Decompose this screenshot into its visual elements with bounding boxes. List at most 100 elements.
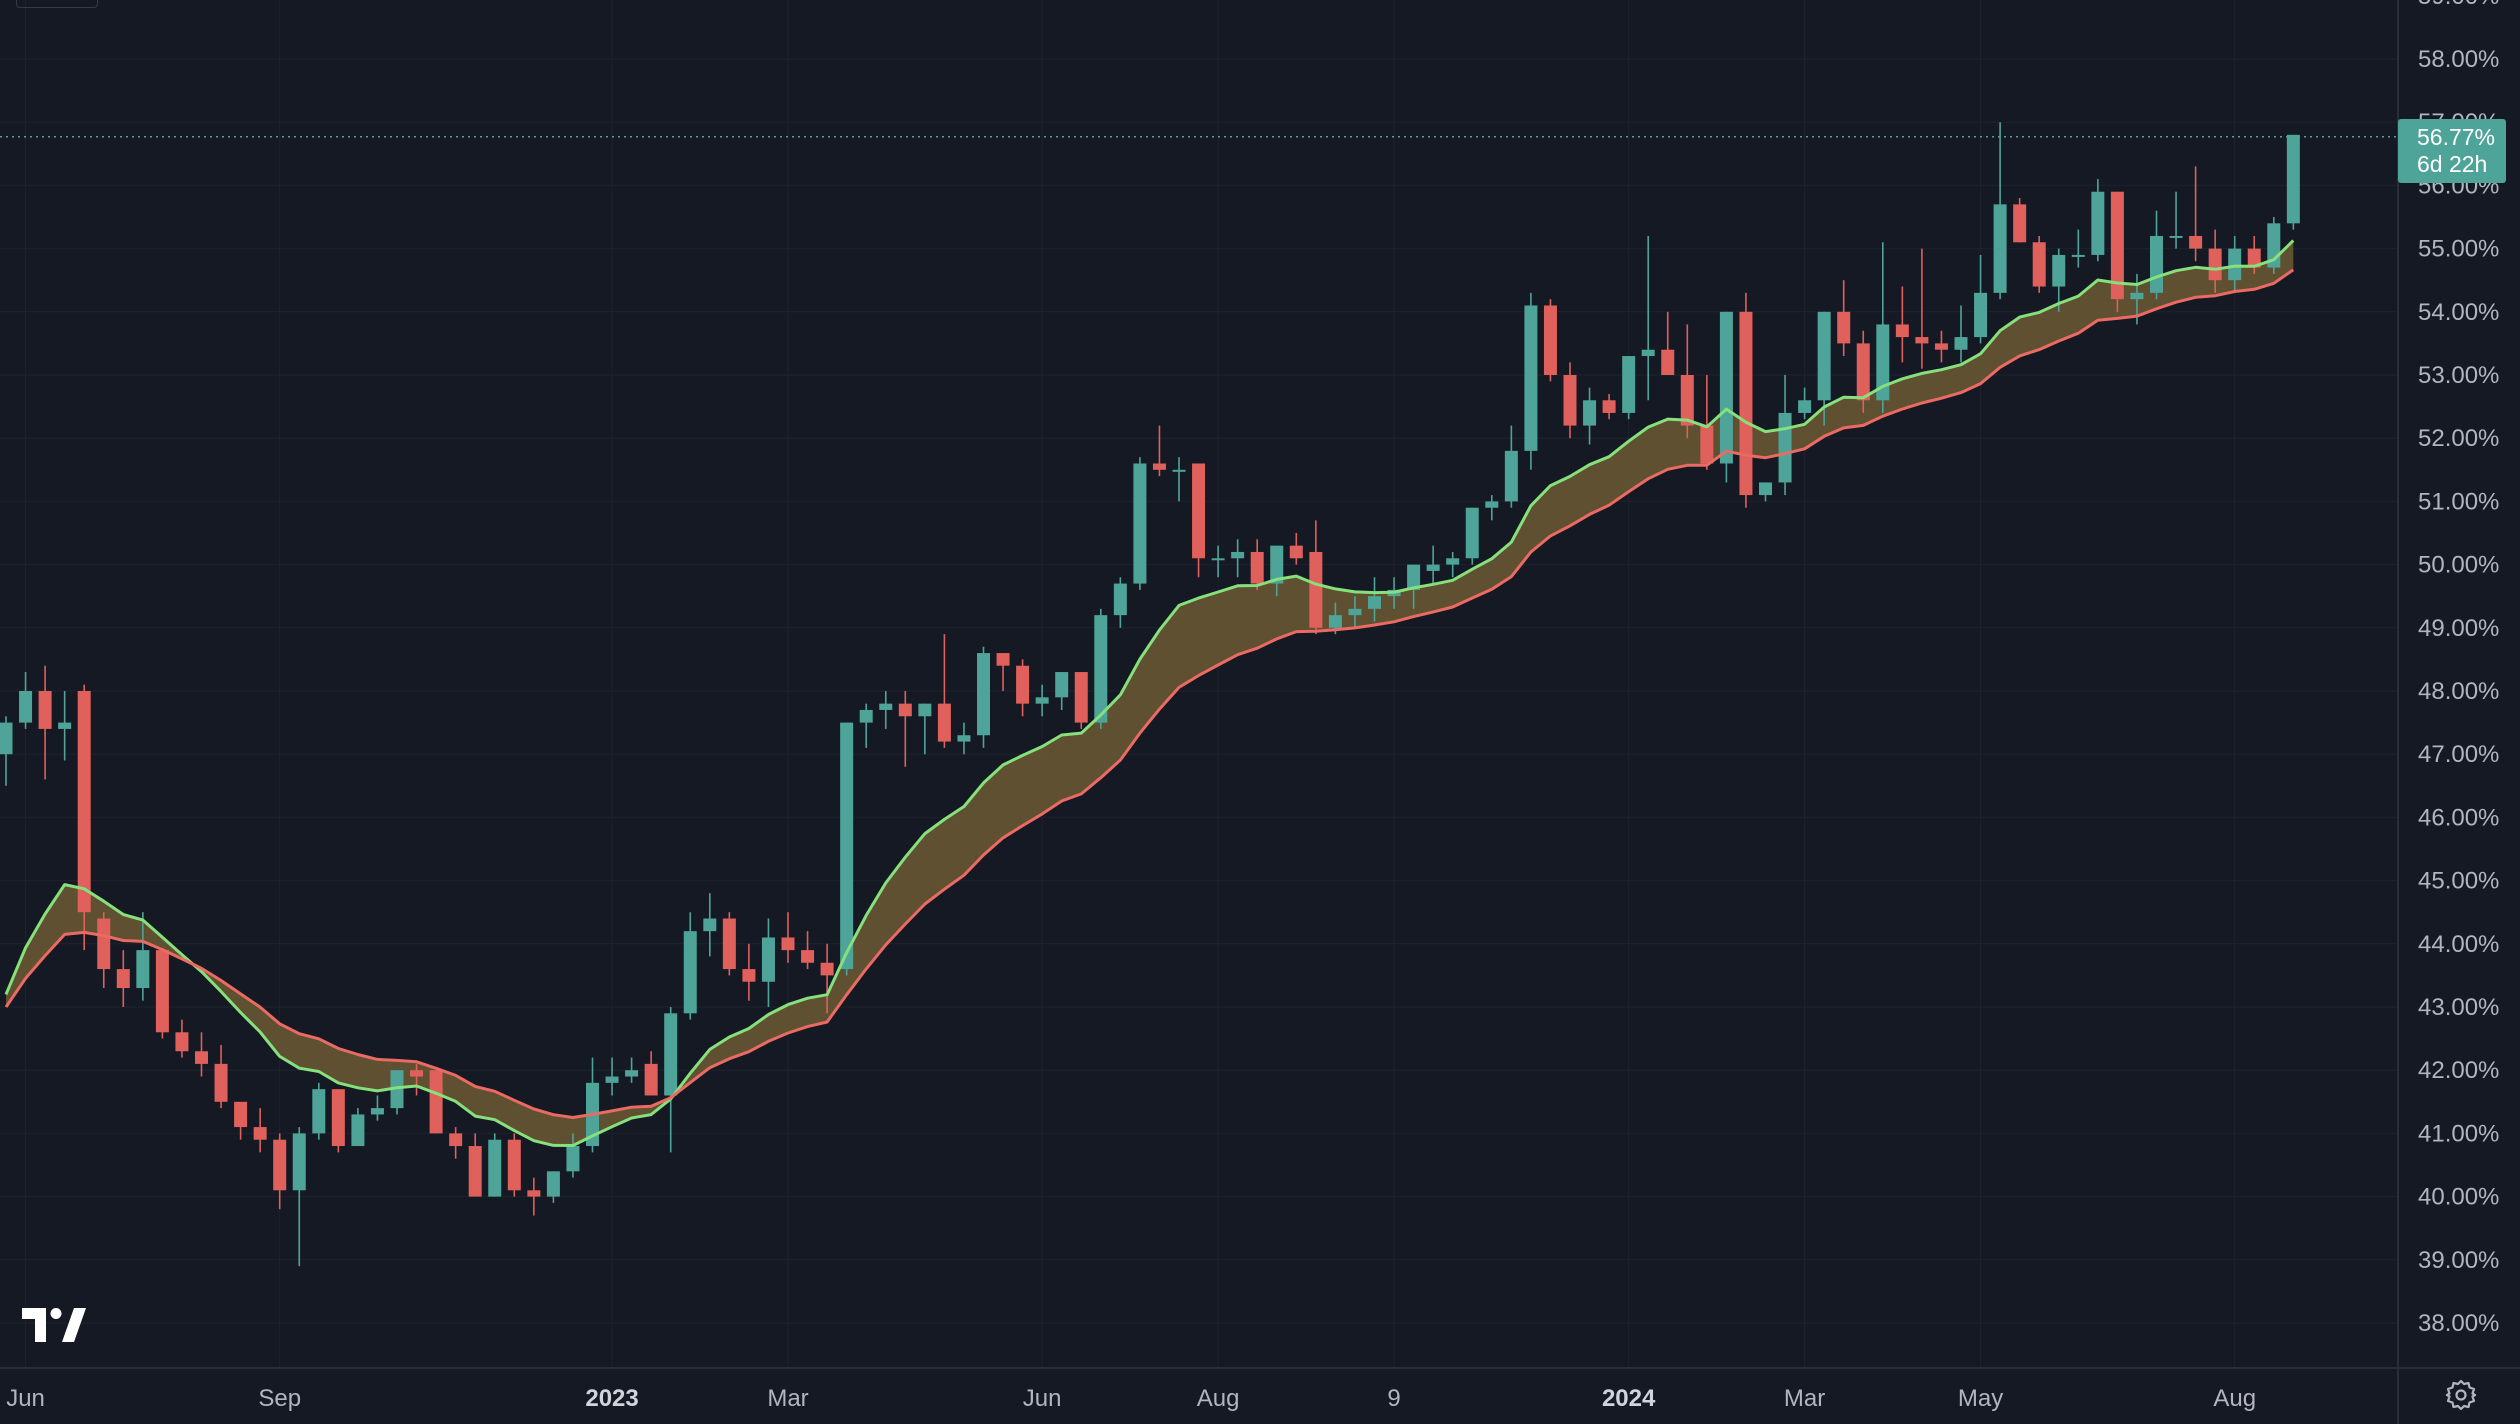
candle[interactable] <box>1172 457 1186 502</box>
candle[interactable] <box>1133 457 1147 590</box>
price-axis-background[interactable] <box>2398 0 2520 1424</box>
candle[interactable] <box>351 1108 365 1147</box>
candle[interactable] <box>742 943 756 1001</box>
candle[interactable] <box>38 665 52 780</box>
candle[interactable] <box>116 950 130 1007</box>
candle[interactable] <box>1270 545 1284 597</box>
candle[interactable] <box>937 634 951 748</box>
candle[interactable] <box>2071 229 2085 268</box>
candle[interactable] <box>292 1127 306 1267</box>
candle[interactable] <box>1211 545 1225 578</box>
candle[interactable] <box>1798 387 1812 420</box>
candle[interactable] <box>1895 286 1909 363</box>
candle[interactable] <box>253 1108 267 1153</box>
candle[interactable] <box>1993 122 2007 300</box>
candle[interactable] <box>2286 134 2300 230</box>
candle[interactable] <box>1309 520 1323 635</box>
candle[interactable] <box>1661 311 1675 375</box>
candle[interactable] <box>1954 305 1968 363</box>
candle[interactable] <box>195 1032 208 1077</box>
candle[interactable] <box>429 1070 443 1134</box>
candle[interactable] <box>625 1057 639 1083</box>
candle[interactable] <box>2267 217 2281 274</box>
candle[interactable] <box>449 1127 463 1159</box>
candle[interactable] <box>820 943 834 1014</box>
candle[interactable] <box>996 653 1010 691</box>
candle[interactable] <box>331 1089 345 1153</box>
candle[interactable] <box>2110 191 2124 312</box>
candle[interactable] <box>1876 242 1890 413</box>
candle[interactable] <box>234 1101 248 1140</box>
candle[interactable] <box>1583 387 1597 445</box>
candle[interactable] <box>507 1133 521 1197</box>
candle[interactable] <box>859 703 873 748</box>
candle[interactable] <box>957 722 971 755</box>
candle[interactable] <box>527 1177 541 1216</box>
candle[interactable] <box>1152 425 1166 477</box>
time-axis[interactable]: Jun Sep 2023 Mar Jun Aug 9 2024 Mar May Aug <box>6 1385 2256 1412</box>
candle[interactable] <box>1934 330 1948 363</box>
tradingview-logo-icon[interactable] <box>22 1308 86 1342</box>
candle[interactable] <box>1543 299 1557 382</box>
candle[interactable] <box>1504 425 1518 508</box>
candle[interactable] <box>840 722 854 976</box>
candle[interactable] <box>2208 229 2222 293</box>
candle[interactable] <box>1016 659 1030 717</box>
candle[interactable] <box>1485 495 1499 521</box>
ema-slow-line[interactable] <box>4 268 2295 1119</box>
candle[interactable] <box>97 912 111 989</box>
candle[interactable] <box>1622 356 1636 420</box>
candle[interactable] <box>722 912 736 976</box>
candle[interactable] <box>1739 292 1753 508</box>
candle[interactable] <box>2052 248 2066 312</box>
candle[interactable] <box>1856 330 1870 413</box>
candle[interactable] <box>801 931 815 970</box>
candle[interactable] <box>1915 248 1929 369</box>
candle[interactable] <box>1778 375 1792 496</box>
candle[interactable] <box>77 684 91 951</box>
candle[interactable] <box>1719 311 1733 483</box>
candle[interactable] <box>1368 577 1381 622</box>
candle[interactable] <box>2032 235 2046 293</box>
candle[interactable] <box>19 672 33 729</box>
candle[interactable] <box>214 1044 228 1109</box>
candle[interactable] <box>312 1082 326 1140</box>
candle[interactable] <box>1602 393 1616 420</box>
candle[interactable] <box>1035 684 1049 717</box>
candle[interactable] <box>175 1019 189 1058</box>
candle[interactable] <box>58 691 72 761</box>
candle[interactable] <box>781 912 795 963</box>
candle[interactable] <box>370 1095 384 1121</box>
toolbar-corner-box[interactable] <box>16 0 98 8</box>
candle[interactable] <box>1094 608 1108 729</box>
candle[interactable] <box>1250 539 1264 590</box>
candle[interactable] <box>703 893 717 957</box>
ema-fast-line[interactable] <box>4 239 2295 1147</box>
candle[interactable] <box>468 1133 482 1197</box>
candle[interactable] <box>488 1133 502 1197</box>
candle[interactable] <box>1192 463 1206 578</box>
candle[interactable] <box>2228 235 2242 293</box>
candle[interactable] <box>1348 596 1362 628</box>
candle[interactable] <box>1759 482 1772 502</box>
candle[interactable] <box>1465 507 1479 565</box>
candle[interactable] <box>1524 292 1538 470</box>
candle[interactable] <box>410 1063 424 1096</box>
gear-icon[interactable] <box>2444 1378 2478 1412</box>
candle[interactable] <box>2189 166 2203 262</box>
candle[interactable] <box>898 691 912 767</box>
candle[interactable] <box>2091 179 2105 262</box>
candle[interactable] <box>1446 551 1460 578</box>
candle[interactable] <box>566 1133 580 1178</box>
candle[interactable] <box>918 703 932 755</box>
candle[interactable] <box>155 950 169 1039</box>
candle[interactable] <box>2169 191 2183 249</box>
candle[interactable] <box>683 912 697 1020</box>
candle[interactable] <box>390 1070 404 1115</box>
candle[interactable] <box>1289 533 1303 565</box>
candle[interactable] <box>1563 362 1577 439</box>
candle[interactable] <box>1074 672 1088 729</box>
candle[interactable] <box>1641 235 1655 401</box>
candle[interactable] <box>664 1007 678 1153</box>
